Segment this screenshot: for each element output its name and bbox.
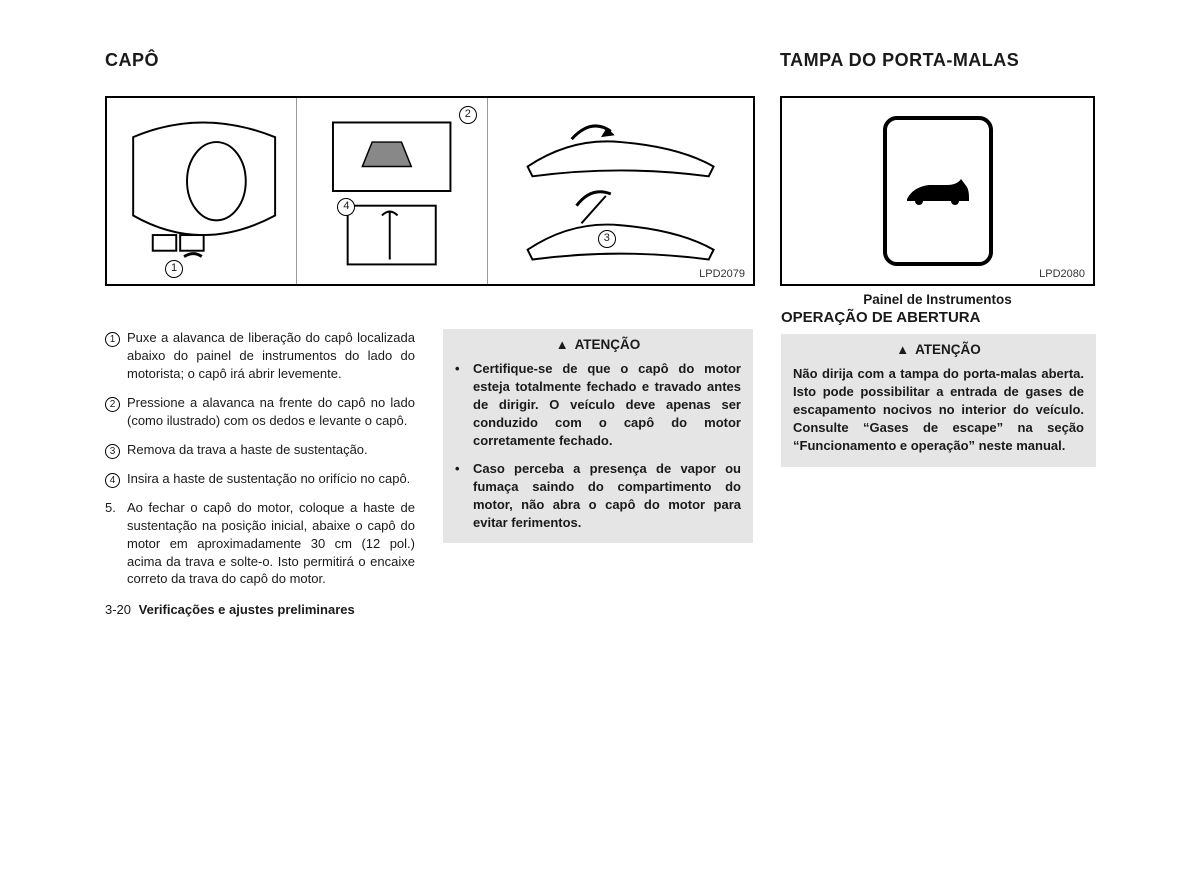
step-marker: 2 bbox=[105, 394, 127, 430]
step-text: Insira a haste de sustentação no orifíci… bbox=[127, 470, 410, 488]
figure-code-small: LPD2080 bbox=[1039, 268, 1085, 280]
figure-code-main: LPD2079 bbox=[699, 268, 745, 280]
bullet-marker: • bbox=[455, 460, 473, 532]
page-number: 3-20 bbox=[105, 602, 131, 617]
step-marker: 4 bbox=[105, 470, 127, 488]
diagram-panel-1: 1 bbox=[107, 98, 297, 284]
step-text: Pressione a alavanca na frente do capô n… bbox=[127, 394, 415, 430]
warning-header: ▲ ATENÇÃO bbox=[455, 337, 741, 352]
warning-header: ▲ ATENÇÃO bbox=[793, 342, 1084, 357]
diagram-panel-2: 2 4 bbox=[297, 98, 487, 284]
step-item: 4 Insira a haste de sustentação no orifí… bbox=[105, 470, 415, 488]
subheading-operacao: OPERAÇÃO DE ABERTURA bbox=[781, 309, 1096, 326]
heading-capo: CAPÔ bbox=[105, 50, 755, 71]
diagram-panels: 1 2 4 bbox=[107, 98, 753, 284]
warning-title: ATENÇÃO bbox=[915, 342, 981, 357]
warning-bullet: • Caso perceba a presença de vapor ou fu… bbox=[455, 460, 741, 532]
column-warning-1: ▲ ATENÇÃO • Certifique-se de que o capô d… bbox=[443, 329, 753, 617]
step-marker: 1 bbox=[105, 329, 127, 383]
step-item: 2 Pressione a alavanca na frente do capô… bbox=[105, 394, 415, 430]
latch-lever-icon bbox=[297, 98, 486, 284]
page-footer: 3-20 Verificações e ajustes preliminares bbox=[105, 602, 415, 617]
trunk-open-icon bbox=[903, 173, 973, 209]
warning-paragraph: Não dirija com a tampa do porta-malas ab… bbox=[793, 365, 1084, 455]
callout-2: 2 bbox=[459, 106, 477, 124]
warning-bullet-list: • Certifique-se de que o capô do motor e… bbox=[455, 360, 741, 531]
steps-list: 1 Puxe a alavanca de liberação do capô l… bbox=[105, 329, 415, 588]
warning-bullet-text: Caso perceba a presença de vapor ou fuma… bbox=[473, 460, 741, 532]
figures-row: 1 2 4 bbox=[105, 96, 1110, 307]
step-item: 3 Remova da trava a haste de sustentação… bbox=[105, 441, 415, 459]
column-steps: 1 Puxe a alavanca de liberação do capô l… bbox=[105, 329, 415, 617]
footer-section: Verificações e ajustes preliminares bbox=[139, 602, 355, 617]
step-text: Ao fechar o capô do motor, coloque a has… bbox=[127, 499, 415, 589]
callout-1: 1 bbox=[165, 260, 183, 278]
step-marker: 3 bbox=[105, 441, 127, 459]
callout-3: 3 bbox=[598, 230, 616, 248]
diagram-panel-3: 3 bbox=[488, 98, 753, 284]
warning-icon: ▲ bbox=[556, 337, 569, 352]
figure-small-wrapper: LPD2080 Painel de Instrumentos bbox=[780, 96, 1095, 307]
warning-box-tampa: ▲ ATENÇÃO Não dirija com a tampa do porta… bbox=[781, 334, 1096, 467]
warning-bullet-text: Certifique-se de que o capô do motor est… bbox=[473, 360, 741, 450]
car-hood-icon bbox=[488, 98, 753, 284]
step-marker: 5. bbox=[105, 499, 127, 589]
warning-title: ATENÇÃO bbox=[575, 337, 641, 352]
warning-bullet: • Certifique-se de que o capô do motor e… bbox=[455, 360, 741, 450]
bullet-marker: • bbox=[455, 360, 473, 450]
heading-tampa: TAMPA DO PORTA-MALAS bbox=[780, 50, 1019, 71]
column-right: OPERAÇÃO DE ABERTURA ▲ ATENÇÃO Não dirija… bbox=[781, 299, 1096, 617]
step-text: Puxe a alavanca de liberação do capô loc… bbox=[127, 329, 415, 383]
warning-icon: ▲ bbox=[896, 342, 909, 357]
text-columns: 1 Puxe a alavanca de liberação do capô l… bbox=[105, 329, 1110, 617]
step-text: Remova da trava a haste de sustentação. bbox=[127, 441, 368, 459]
trunk-release-button-outline bbox=[883, 116, 993, 266]
dash-lever-icon bbox=[107, 98, 296, 284]
figure-trunk-button: LPD2080 bbox=[780, 96, 1095, 286]
warning-box-capo: ▲ ATENÇÃO • Certifique-se de que o capô d… bbox=[443, 329, 753, 543]
step-item: 1 Puxe a alavanca de liberação do capô l… bbox=[105, 329, 415, 383]
step-item: 5. Ao fechar o capô do motor, coloque a … bbox=[105, 499, 415, 589]
figure-hood-diagram: 1 2 4 bbox=[105, 96, 755, 286]
headings-row: CAPÔ TAMPA DO PORTA-MALAS bbox=[105, 50, 1110, 71]
